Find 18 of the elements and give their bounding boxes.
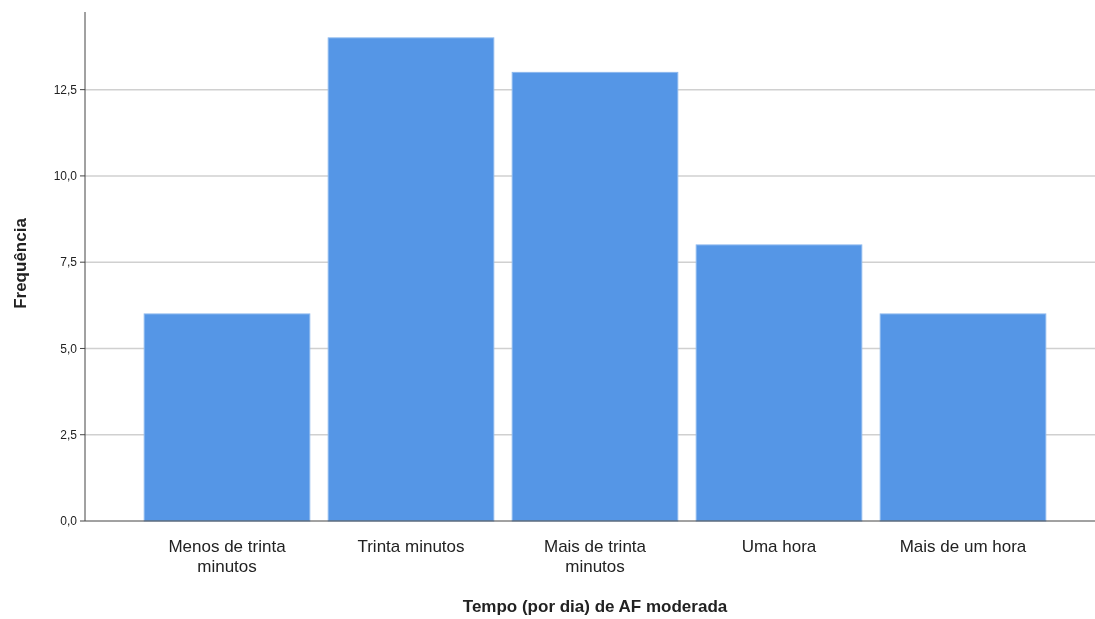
x-tick-label: Trinta minutos xyxy=(357,537,465,556)
y-tick-label: 5,0 xyxy=(60,341,78,356)
y-tick-label: 10,0 xyxy=(53,169,78,184)
x-tick-label: Uma hora xyxy=(741,537,817,556)
y-tick-label: 2,5 xyxy=(60,427,78,442)
y-axis-title: Frequência xyxy=(11,217,30,309)
bar xyxy=(695,244,863,522)
x-tick-label: Menos de trinta minutos xyxy=(168,537,287,576)
y-tick-label: 0,0 xyxy=(60,514,78,529)
y-tick-label: 7,5 xyxy=(60,255,78,270)
bar xyxy=(511,71,679,522)
x-axis-title: Tempo (por dia) de AF moderada xyxy=(462,597,728,616)
bar xyxy=(327,37,495,522)
x-tick-label: Mais de um hora xyxy=(899,537,1027,556)
bar xyxy=(879,313,1047,522)
y-tick-label: 12,5 xyxy=(53,82,78,97)
x-tick-label: Mais de trinta minutos xyxy=(543,537,647,576)
bar xyxy=(143,313,311,522)
